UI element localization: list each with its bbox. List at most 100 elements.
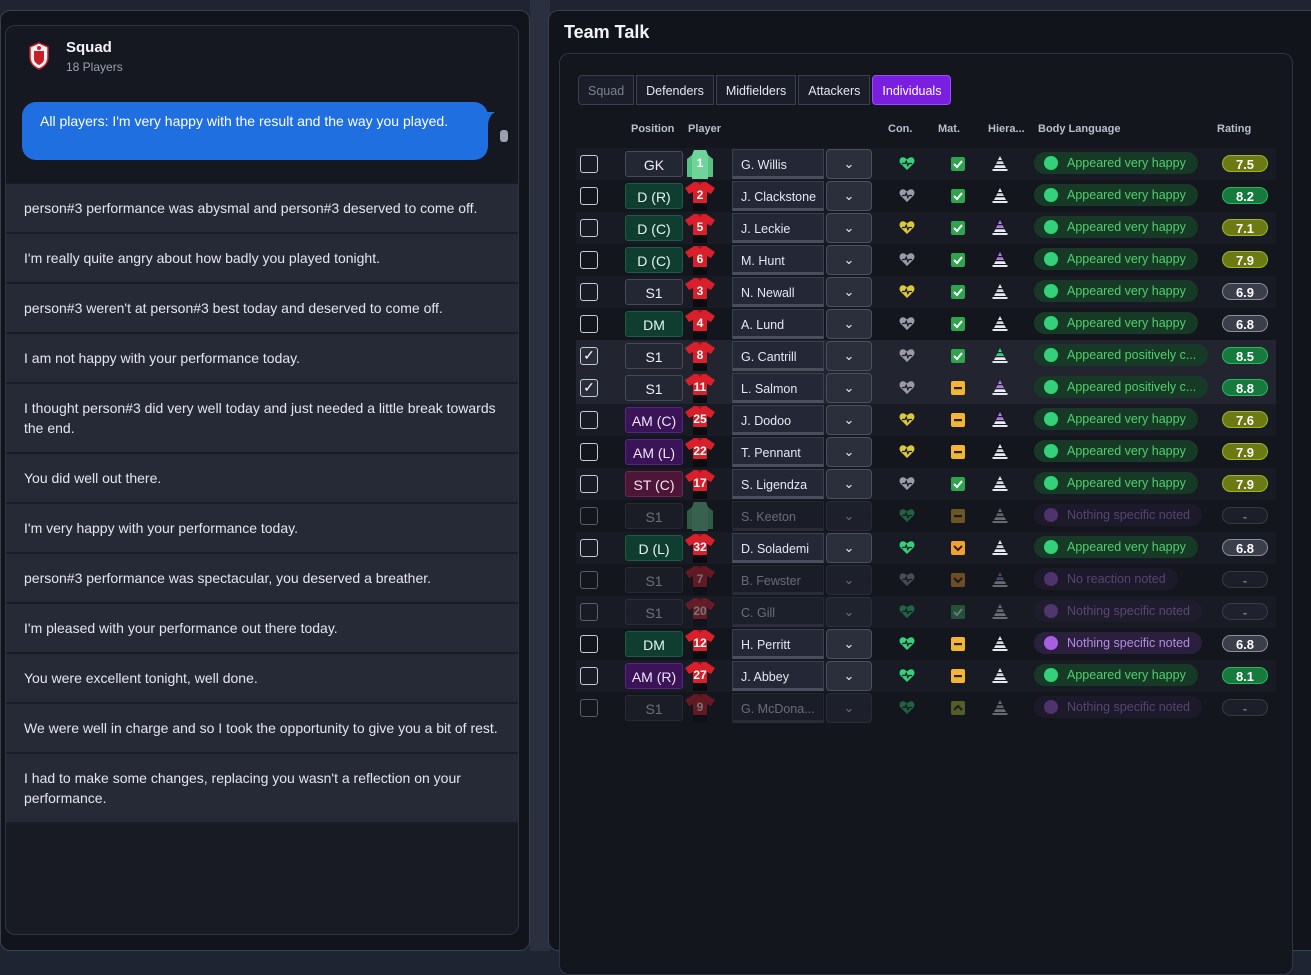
player-checkbox[interactable] xyxy=(580,667,598,685)
player-name[interactable]: N. Newall xyxy=(732,277,824,307)
player-row[interactable]: S1 7 B. Fewster ⌄ No reaction noted - xyxy=(576,564,1276,596)
talk-option[interactable]: I thought person#3 did very well today a… xyxy=(6,384,518,454)
player-row[interactable]: AM (C) 25 J. Dodoo ⌄ Appeared very happy 7.6 xyxy=(576,404,1276,436)
talk-option[interactable]: I'm pleased with your performance out th… xyxy=(6,604,518,654)
talk-dropdown-button[interactable]: ⌄ xyxy=(826,533,872,563)
player-name[interactable]: L. Salmon xyxy=(732,373,824,403)
talk-dropdown-button[interactable]: ⌄ xyxy=(826,373,872,403)
player-name[interactable]: G. Cantrill xyxy=(732,341,824,371)
talk-option[interactable]: I am not happy with your performance tod… xyxy=(6,334,518,384)
tab-attackers[interactable]: Attackers xyxy=(798,75,871,105)
column-header-con[interactable]: Con. xyxy=(888,123,913,135)
player-checkbox[interactable]: ✓ xyxy=(580,347,598,365)
talk-option[interactable]: I'm really quite angry about how badly y… xyxy=(6,234,518,284)
player-row[interactable]: ST (C) 17 S. Ligendza ⌄ Appeared very happy 7… xyxy=(576,468,1276,500)
player-name[interactable]: T. Pennant xyxy=(732,437,824,467)
tab-squad[interactable]: Squad xyxy=(578,75,635,105)
column-header-position[interactable]: Position xyxy=(631,123,675,135)
tab-individuals[interactable]: Individuals xyxy=(872,75,952,105)
player-row[interactable]: D (R) 2 J. Clackstone ⌄ Appeared very happy 8… xyxy=(576,180,1276,212)
player-row[interactable]: ✓ S1 8 G. Cantrill ⌄ Appeared positively c...… xyxy=(576,340,1276,372)
player-row[interactable]: D (C) 6 M. Hunt ⌄ Appeared very happy 7.9 xyxy=(576,244,1276,276)
player-row[interactable]: AM (R) 27 J. Abbey ⌄ Appeared very happy 8.1 xyxy=(576,660,1276,692)
column-header-player[interactable]: Player xyxy=(688,123,722,135)
player-name[interactable]: G. Willis xyxy=(732,149,824,179)
player-checkbox[interactable] xyxy=(580,475,598,493)
player-checkbox[interactable] xyxy=(580,699,598,717)
talk-option[interactable]: I'm very happy with your performance tod… xyxy=(6,504,518,554)
player-name[interactable]: A. Lund xyxy=(732,309,824,339)
player-row[interactable]: DM 12 H. Perritt ⌄ Nothing specific noted 6.8 xyxy=(576,628,1276,660)
talk-dropdown-button[interactable]: ⌄ xyxy=(826,149,872,179)
player-name[interactable]: J. Clackstone xyxy=(732,181,824,211)
talk-option[interactable]: You did well out there. xyxy=(6,454,518,504)
talk-dropdown-button[interactable]: ⌄ xyxy=(826,405,872,435)
player-row[interactable]: ✓ S1 11 L. Salmon ⌄ Appeared positively c... 8… xyxy=(576,372,1276,404)
player-checkbox[interactable] xyxy=(580,219,598,237)
talk-dropdown-button[interactable]: ⌄ xyxy=(826,309,872,339)
column-header-body-language[interactable]: Body Language xyxy=(1038,123,1121,135)
player-checkbox[interactable] xyxy=(580,315,598,333)
tab-defenders[interactable]: Defenders xyxy=(636,75,714,105)
talk-dropdown-button[interactable]: ⌄ xyxy=(826,213,872,243)
player-name[interactable]: J. Leckie xyxy=(732,213,824,243)
player-checkbox[interactable] xyxy=(580,283,598,301)
talk-option[interactable]: You were excellent tonight, well done. xyxy=(6,654,518,704)
talk-dropdown-button[interactable]: ⌄ xyxy=(826,437,872,467)
player-checkbox[interactable] xyxy=(580,411,598,429)
player-name[interactable]: J. Abbey xyxy=(732,661,824,691)
player-name[interactable]: J. Dodoo xyxy=(732,405,824,435)
tab-midfielders[interactable]: Midfielders xyxy=(715,75,797,105)
player-row[interactable]: D (C) 5 J. Leckie ⌄ Appeared very happy 7.1 xyxy=(576,212,1276,244)
column-header-rating[interactable]: Rating xyxy=(1217,123,1252,135)
position-badge: D (L) xyxy=(625,535,683,561)
talk-dropdown-button[interactable]: ⌄ xyxy=(826,341,872,371)
player-checkbox[interactable] xyxy=(580,635,598,653)
shirt-number: 12 xyxy=(693,636,707,650)
player-row[interactable]: GK 1 G. Willis ⌄ Appeared very happy 7.5 xyxy=(576,148,1276,180)
talk-dropdown-button[interactable]: ⌄ xyxy=(826,277,872,307)
player-name[interactable]: S. Ligendza xyxy=(732,469,824,499)
talk-dropdown-button[interactable]: ⌄ xyxy=(826,181,872,211)
talk-dropdown-button[interactable]: ⌄ xyxy=(826,565,872,595)
column-header-mat[interactable]: Mat. xyxy=(938,123,960,135)
player-checkbox[interactable] xyxy=(580,443,598,461)
player-checkbox[interactable] xyxy=(580,251,598,269)
player-name[interactable]: C. Gill xyxy=(732,597,824,627)
player-row[interactable]: AM (L) 22 T. Pennant ⌄ Appeared very happy 7.… xyxy=(576,436,1276,468)
talk-dropdown-button[interactable]: ⌄ xyxy=(826,661,872,691)
talk-dropdown-button[interactable]: ⌄ xyxy=(826,245,872,275)
player-checkbox[interactable] xyxy=(580,187,598,205)
player-row[interactable]: D (L) 32 D. Solademi ⌄ Appeared very happy 6.… xyxy=(576,532,1276,564)
player-name[interactable]: G. McDona... xyxy=(732,693,824,723)
talk-dropdown-button[interactable]: ⌄ xyxy=(826,469,872,499)
talk-dropdown-button[interactable]: ⌄ xyxy=(826,629,872,659)
talk-dropdown-button[interactable]: ⌄ xyxy=(826,501,872,531)
scrollbar-thumb[interactable] xyxy=(500,130,508,142)
player-checkbox[interactable]: ✓ xyxy=(580,379,598,397)
talk-option[interactable]: person#3 weren't at person#3 best today … xyxy=(6,284,518,334)
player-checkbox[interactable] xyxy=(580,603,598,621)
player-row[interactable]: DM 4 A. Lund ⌄ Appeared very happy 6.8 xyxy=(576,308,1276,340)
player-name[interactable]: M. Hunt xyxy=(732,245,824,275)
talk-option[interactable]: We were well in charge and so I took the… xyxy=(6,704,518,754)
player-checkbox[interactable] xyxy=(580,507,598,525)
column-header-hierarchy[interactable]: Hiera... xyxy=(988,123,1025,135)
talk-option[interactable]: person#3 performance was abysmal and per… xyxy=(6,184,518,234)
player-name[interactable]: S. Keeton xyxy=(732,501,824,531)
player-checkbox[interactable] xyxy=(580,155,598,173)
body-language-badge: Appeared very happy xyxy=(1034,216,1198,238)
talk-dropdown-button[interactable]: ⌄ xyxy=(826,597,872,627)
player-checkbox[interactable] xyxy=(580,571,598,589)
player-row[interactable]: S1 3 N. Newall ⌄ Appeared very happy 6.9 xyxy=(576,276,1276,308)
talk-dropdown-button[interactable]: ⌄ xyxy=(826,693,872,723)
player-row[interactable]: S1 20 C. Gill ⌄ Nothing specific noted - xyxy=(576,596,1276,628)
player-name[interactable]: B. Fewster xyxy=(732,565,824,595)
talk-option[interactable]: I had to make some changes, replacing yo… xyxy=(6,754,518,824)
player-name[interactable]: H. Perritt xyxy=(732,629,824,659)
player-checkbox[interactable] xyxy=(580,539,598,557)
talk-option[interactable]: person#3 performance was spectacular, yo… xyxy=(6,554,518,604)
player-row[interactable]: S1 S. Keeton ⌄ Nothing specific noted - xyxy=(576,500,1276,532)
player-row[interactable]: S1 9 G. McDona... ⌄ Nothing specific noted - xyxy=(576,692,1276,724)
player-name[interactable]: D. Solademi xyxy=(732,533,824,563)
